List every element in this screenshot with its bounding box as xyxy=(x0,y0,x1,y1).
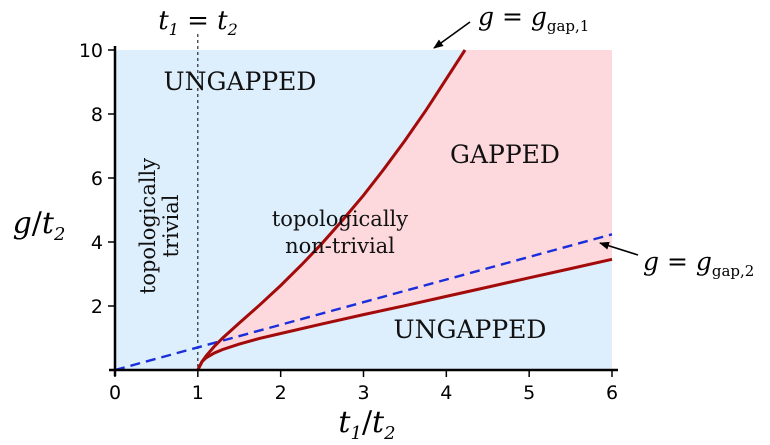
y-tick-label: 6 xyxy=(91,168,103,190)
gap2-annotation: g = ggap,2 xyxy=(643,247,754,280)
y-tick-label: 8 xyxy=(91,104,103,126)
x-tick-label: 1 xyxy=(192,382,204,404)
x-axis-label: t1/t2 xyxy=(338,405,395,444)
x-tick-label: 4 xyxy=(440,382,452,404)
trivial-label-line2: trivial xyxy=(159,194,183,257)
y-axis-label: g/t2 xyxy=(13,206,66,245)
x-tick-label: 0 xyxy=(109,382,121,404)
gap1-curve xyxy=(196,49,467,371)
ungapped-bottom-label: UNGAPPED xyxy=(394,315,547,344)
axis-ticks: 0 1 2 3 4 5 6 2 4 6 8 10 xyxy=(79,40,618,404)
y-tick-label: 4 xyxy=(91,232,103,254)
x-tick-label: 5 xyxy=(523,382,535,404)
gap2-annotation-arrow xyxy=(599,241,639,256)
gap1-annotation-arrow xyxy=(433,21,471,49)
y-tick-label: 2 xyxy=(91,296,103,318)
x-tick-label: 2 xyxy=(275,382,287,404)
gapped-region xyxy=(197,50,613,370)
nontrivial-label-line2: non-trivial xyxy=(285,234,395,258)
y-tick-label: 10 xyxy=(79,40,103,62)
gap1-annotation: g = ggap,1 xyxy=(478,2,589,35)
x-tick-label: 6 xyxy=(606,382,618,404)
nontrivial-label-line1: topologically xyxy=(272,207,408,231)
gapped-label: GAPPED xyxy=(450,140,560,169)
gap2-curve xyxy=(196,257,613,371)
dashed-line xyxy=(114,233,613,372)
trivial-label-line1: topologically xyxy=(136,158,160,294)
ungapped-top-label: UNGAPPED xyxy=(164,67,317,96)
x-tick-label: 3 xyxy=(357,382,369,404)
vertical-line-label: t1 = t2 xyxy=(158,6,238,39)
